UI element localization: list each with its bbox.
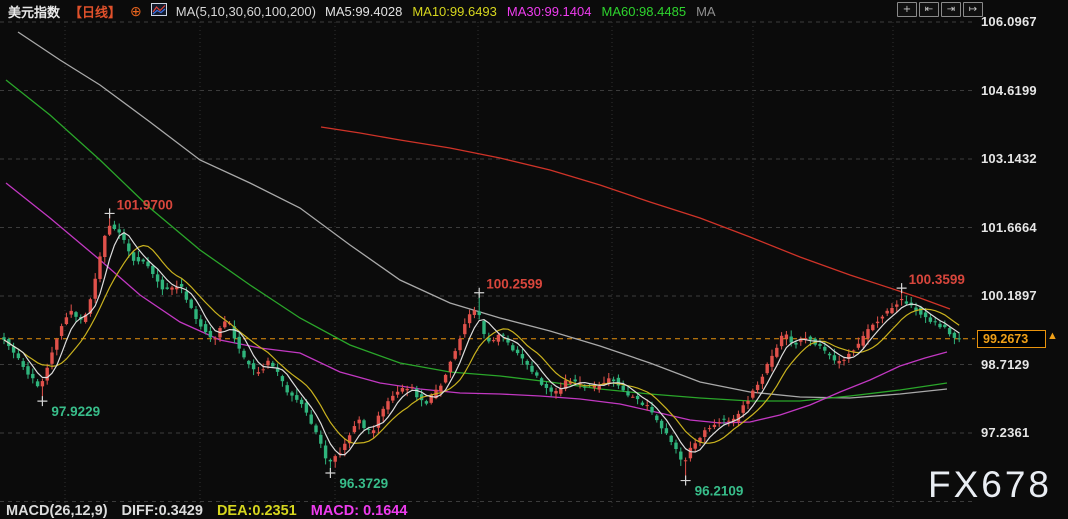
price-annotation-label: 96.3729	[339, 476, 388, 491]
annotations-layer: 97.9229 101.9700 96.3729 100.2599 96.2109 100…	[37, 197, 965, 499]
extreme-cross-marker	[680, 475, 691, 486]
ma-value-label: MA5:99.4028	[324, 3, 403, 19]
ma-value-label: MA10:99.6493	[412, 3, 497, 19]
y-axis-tick-label: 101.6664	[981, 219, 1037, 235]
fast-ma-layer	[3, 231, 960, 456]
candles-layer	[2, 213, 961, 481]
period-label[interactable]: 【日线】	[69, 4, 122, 20]
extreme-cross-marker	[896, 283, 907, 294]
ma-line-ma5	[3, 231, 960, 456]
current-price-value: 99.2673	[983, 331, 1029, 346]
y-axis-tick-label: 97.2361	[981, 425, 1030, 440]
chart-toolbar: + ⇤ ⇥ ↦	[897, 2, 983, 17]
ma-value-label: MA60:98.4485	[601, 3, 687, 19]
crosshair-icon[interactable]: +	[897, 2, 917, 17]
watermark: FX678	[927, 464, 1052, 505]
price-annotation-label: 101.9700	[117, 197, 173, 212]
grid-layer	[0, 21, 975, 508]
macd-params-label: MACD(26,12,9)	[6, 503, 108, 519]
zoom-in-icon[interactable]: ⇤	[919, 2, 939, 17]
macd-dea-value: DEA:0.2351	[216, 503, 297, 519]
current-price-tag: 99.2673	[977, 329, 1046, 348]
ma-params-label: MA(5,10,30,60,100,200)	[175, 3, 316, 19]
chart-header: 美元指数 【日线】 ⊕ MA(5,10,30,60,100,200) MA5:9…	[8, 0, 726, 22]
ma-line-ma10	[3, 244, 960, 445]
extreme-cross-marker	[104, 208, 115, 219]
price-annotation-label: 97.9229	[51, 404, 100, 419]
zoom-out-icon[interactable]: ⇥	[941, 2, 961, 17]
ma-values-group: MA5:99.4028 MA10:99.6493 MA30:99.1404 MA60:…	[325, 4, 726, 19]
ma-line-ma30	[5, 182, 948, 424]
macd-indicator-bar: MACD(26,12,9) DIFF:0.3429 DEA:0.2351 MAC…	[6, 503, 407, 519]
symbol-name: 美元指数	[8, 4, 61, 20]
price-annotation-label: 100.3599	[909, 272, 965, 287]
extreme-cross-marker	[325, 468, 336, 479]
y-axis-tick-label: 104.6199	[981, 82, 1037, 98]
add-indicator-icon[interactable]: ⊕	[130, 2, 142, 19]
ma-value-label: MA	[696, 3, 716, 19]
macd-diff-value: DIFF:0.3429	[121, 503, 203, 519]
y-axis-tick-label: 106.0967	[981, 14, 1037, 29]
price-annotation-label: 96.2109	[695, 484, 744, 499]
ma-line-ma200	[320, 126, 951, 310]
ma-line-ma60	[5, 79, 948, 402]
extreme-cross-marker	[474, 287, 485, 298]
price-axis[interactable]: 106.0967 104.6199 103.1432 101.6664 100.1897…	[981, 0, 1067, 519]
price-up-arrow-icon: ▲	[1047, 329, 1058, 342]
y-axis-tick-label: 100.1897	[981, 288, 1037, 303]
macd-value: MACD: 0.1644	[310, 503, 408, 519]
chart-type-icon[interactable]	[150, 3, 167, 19]
y-axis-tick-label: 98.7129	[981, 356, 1030, 372]
pan-right-icon[interactable]: ↦	[963, 2, 983, 17]
ma-value-label: MA30:99.1404	[506, 3, 592, 19]
price-annotation-label: 100.2599	[486, 277, 542, 292]
y-axis-tick-label: 103.1432	[981, 151, 1037, 166]
extreme-cross-marker	[37, 396, 48, 407]
